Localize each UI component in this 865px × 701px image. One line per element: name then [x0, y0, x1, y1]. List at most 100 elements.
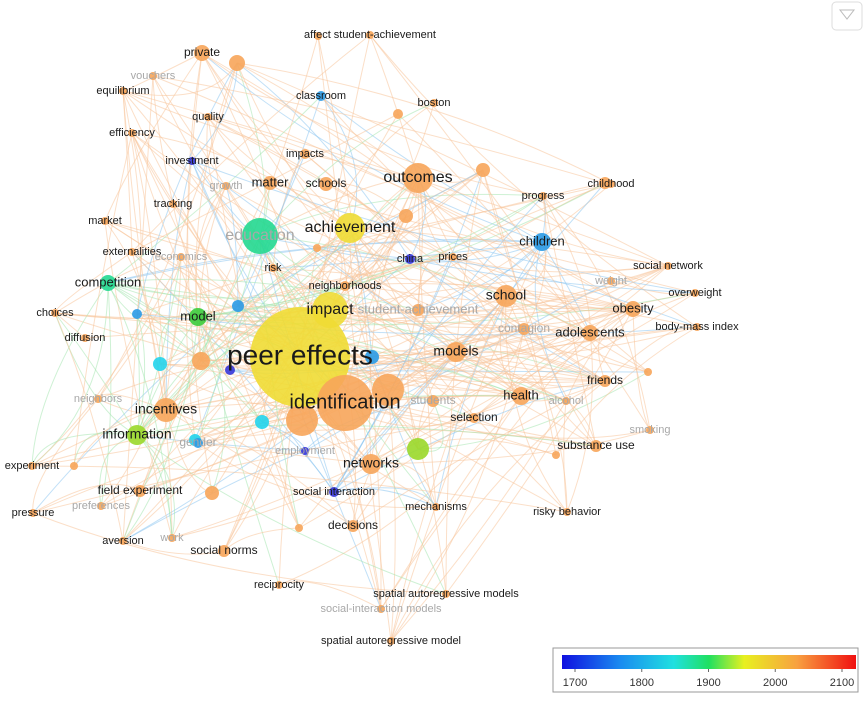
edge [136, 177, 419, 436]
edge [197, 235, 261, 444]
edge [455, 308, 634, 354]
node [361, 454, 381, 474]
edge [104, 220, 173, 539]
node [225, 365, 235, 375]
node [168, 534, 176, 542]
node [29, 509, 37, 517]
edge [100, 256, 182, 507]
edge [333, 195, 544, 493]
node [295, 524, 303, 532]
edge [122, 75, 154, 542]
edge [409, 258, 698, 328]
node-label: investment [165, 155, 218, 167]
node-label: employment [275, 445, 335, 457]
edge [122, 540, 225, 555]
edge [349, 227, 606, 382]
node [407, 438, 429, 460]
edge [107, 282, 263, 423]
node-label: diffusion [65, 332, 106, 344]
edge [352, 351, 457, 527]
node-label: growth [209, 180, 242, 192]
node [539, 192, 547, 200]
edge [299, 182, 606, 358]
node [469, 413, 479, 423]
node-label: china [397, 253, 424, 265]
edge [97, 62, 238, 400]
node [512, 387, 530, 405]
node [218, 545, 230, 557]
edge [122, 90, 142, 315]
node [188, 157, 196, 165]
node-label: models [433, 343, 478, 359]
edge [298, 295, 507, 529]
node-label: outcomes [383, 169, 452, 186]
node-label: social network [633, 260, 703, 272]
edge [73, 132, 133, 467]
node-label: social-interaction models [320, 603, 442, 615]
node-label: private [184, 45, 220, 59]
edge [387, 389, 396, 642]
edge [304, 280, 612, 452]
edge [325, 182, 407, 217]
edge [172, 203, 210, 362]
node-label: matter [252, 174, 290, 189]
node-label: overweight [668, 287, 721, 299]
edge [390, 380, 606, 642]
edge [54, 309, 419, 322]
node [229, 55, 245, 71]
node-label: risk [264, 262, 282, 274]
edge [152, 75, 606, 184]
toolbar-button[interactable] [831, 1, 863, 31]
edge [417, 255, 454, 311]
node [412, 304, 424, 316]
edge [259, 102, 435, 237]
edge [435, 241, 543, 508]
node [153, 357, 167, 371]
node-label: health [503, 387, 538, 402]
edge [610, 280, 696, 296]
node-label: experiment [5, 460, 59, 472]
edge [272, 241, 543, 269]
node-label: weight [594, 275, 627, 287]
edge [32, 398, 99, 514]
edge [349, 227, 447, 595]
node [317, 375, 373, 431]
node-label: aversion [102, 535, 144, 547]
node [169, 200, 177, 208]
edge [171, 463, 372, 539]
node-label: identification [289, 391, 400, 413]
edge [73, 431, 138, 467]
node [101, 217, 109, 225]
node-label: obesity [612, 300, 654, 315]
node-labels: peer effects identification achievement out… [5, 29, 739, 647]
node-label: impacts [286, 148, 324, 160]
node [644, 368, 652, 376]
node [329, 487, 339, 497]
node [28, 462, 36, 470]
node-label: schools [306, 176, 347, 190]
edge [201, 52, 649, 373]
node-label: information [102, 426, 171, 442]
node [319, 177, 333, 191]
node [94, 395, 102, 403]
edge [555, 326, 698, 456]
edge [198, 185, 227, 362]
node-label: smoking [630, 424, 671, 436]
node-label: spatial autoregressive model [321, 635, 461, 647]
node-label: preferences [72, 500, 131, 512]
edge [165, 185, 227, 411]
edge [201, 52, 568, 513]
node [563, 508, 571, 516]
node [347, 520, 359, 532]
node [442, 590, 450, 598]
color-legend: 1700 1800 1900 2000 2100 [552, 647, 859, 693]
edge [333, 295, 507, 493]
node [149, 72, 157, 80]
node-label: equilibrium [96, 85, 149, 97]
edge [197, 265, 669, 444]
node-label: mechanisms [405, 501, 467, 513]
edge [131, 132, 300, 529]
node [664, 262, 672, 270]
edge [122, 90, 351, 229]
node [590, 440, 602, 452]
